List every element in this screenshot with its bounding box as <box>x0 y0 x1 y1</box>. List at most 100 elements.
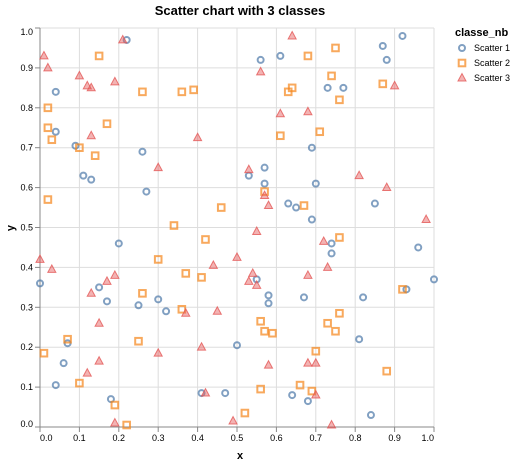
point-series-1 <box>95 283 104 292</box>
point-series-3 <box>94 355 104 365</box>
point-series-3 <box>110 76 120 86</box>
x-tick-label: 1.0 <box>421 433 434 443</box>
point-series-1 <box>233 341 241 350</box>
point-series-2 <box>260 187 269 196</box>
point-series-2 <box>90 151 100 160</box>
point-series-1 <box>256 55 265 64</box>
point-series-1 <box>398 31 407 40</box>
point-series-3 <box>303 357 313 367</box>
point-series-1 <box>87 175 96 184</box>
point-series-1 <box>36 279 44 288</box>
point-series-2 <box>315 127 325 137</box>
point-series-1 <box>134 301 143 310</box>
legend-label-2: Scatter 2 <box>474 58 510 68</box>
y-tick-label: 0.2 <box>20 342 33 352</box>
point-series-1 <box>292 203 301 212</box>
y-tick-label: 0.9 <box>20 63 33 73</box>
x-tick-label: 0.0 <box>40 433 53 443</box>
point-series-3 <box>263 359 274 369</box>
point-series-2 <box>378 79 388 89</box>
point-series-2 <box>102 119 112 129</box>
point-series-1 <box>382 55 391 64</box>
legend-title: classe_nb <box>455 27 508 39</box>
point-series-1 <box>260 179 269 188</box>
point-series-3 <box>46 263 57 273</box>
data-points <box>35 30 438 430</box>
point-series-2 <box>43 195 53 204</box>
point-series-3 <box>153 162 164 172</box>
point-series-2 <box>201 235 210 244</box>
point-series-3 <box>287 30 297 40</box>
point-series-3 <box>381 182 392 192</box>
point-series-1 <box>378 41 387 50</box>
axes: 0.0 0.1 0.2 0.3 0.4 0.5 0.6 0.7 0.8 0.9 1.0 0.0 0.1 0… <box>20 27 435 443</box>
y-tick-label: 0.8 <box>20 103 33 113</box>
point-series-2 <box>398 285 407 294</box>
point-series-2 <box>43 123 53 133</box>
y-tick-label: 0.7 <box>20 143 33 153</box>
point-series-3 <box>259 190 270 200</box>
point-series-1 <box>339 83 348 92</box>
point-series-2 <box>153 255 163 264</box>
point-series-3 <box>243 275 254 285</box>
point-series-1 <box>414 243 423 252</box>
point-series-1 <box>323 83 332 92</box>
point-series-3 <box>180 307 191 317</box>
legend-symbol-3 <box>457 72 467 82</box>
point-series-3 <box>153 347 164 357</box>
point-series-2 <box>299 201 309 210</box>
point-series-1 <box>359 293 368 302</box>
point-series-3 <box>251 225 262 235</box>
point-series-3 <box>326 419 337 429</box>
x-tick-label: 0.2 <box>113 433 126 443</box>
point-series-1 <box>327 249 336 258</box>
legend-symbol-2 <box>457 58 467 68</box>
point-series-2 <box>75 378 84 388</box>
series-3 <box>35 30 431 429</box>
point-series-1 <box>307 143 316 152</box>
point-series-1 <box>299 293 308 302</box>
point-series-3 <box>247 267 258 277</box>
point-series-3 <box>303 106 313 116</box>
point-series-2 <box>94 51 104 61</box>
legend-label-1: Scatter 1 <box>474 43 510 53</box>
point-series-3 <box>192 132 203 142</box>
point-series-3 <box>251 279 262 289</box>
point-series-3 <box>275 108 286 118</box>
point-series-2 <box>323 318 332 328</box>
point-series-2 <box>335 308 344 318</box>
point-series-2 <box>75 143 84 152</box>
legend-label-3: Scatter 3 <box>474 73 510 83</box>
chart-title: Scatter chart with 3 classes <box>155 3 326 18</box>
point-series-3 <box>86 287 97 297</box>
point-series-3 <box>117 34 128 44</box>
point-series-1 <box>138 147 147 156</box>
point-series-1 <box>327 239 336 248</box>
point-series-1 <box>102 297 111 306</box>
point-series-1 <box>276 51 285 60</box>
point-series-1 <box>264 299 273 308</box>
point-series-1 <box>51 87 60 96</box>
y-tick-label: 1.0 <box>20 27 33 37</box>
legend: classe_nb Scatter 1 Scatter 2 Scatter 3 <box>455 27 510 83</box>
point-series-3 <box>86 82 97 92</box>
y-axis-title: y <box>5 224 17 231</box>
point-series-3 <box>322 261 333 271</box>
point-series-2 <box>382 366 392 376</box>
x-tick-label: 0.9 <box>388 433 401 443</box>
series-2 <box>39 43 407 430</box>
point-series-2 <box>256 316 265 326</box>
point-series-2 <box>303 51 313 61</box>
point-series-3 <box>102 275 112 285</box>
point-series-3 <box>232 251 242 261</box>
point-series-2 <box>276 131 285 141</box>
point-series-2 <box>177 87 187 97</box>
point-series-2 <box>39 348 49 358</box>
point-series-1 <box>154 295 163 304</box>
x-tick-label: 0.7 <box>310 433 323 443</box>
point-series-3 <box>82 367 93 377</box>
point-series-1 <box>430 275 438 284</box>
point-series-2 <box>268 328 277 338</box>
point-series-3 <box>212 305 223 315</box>
